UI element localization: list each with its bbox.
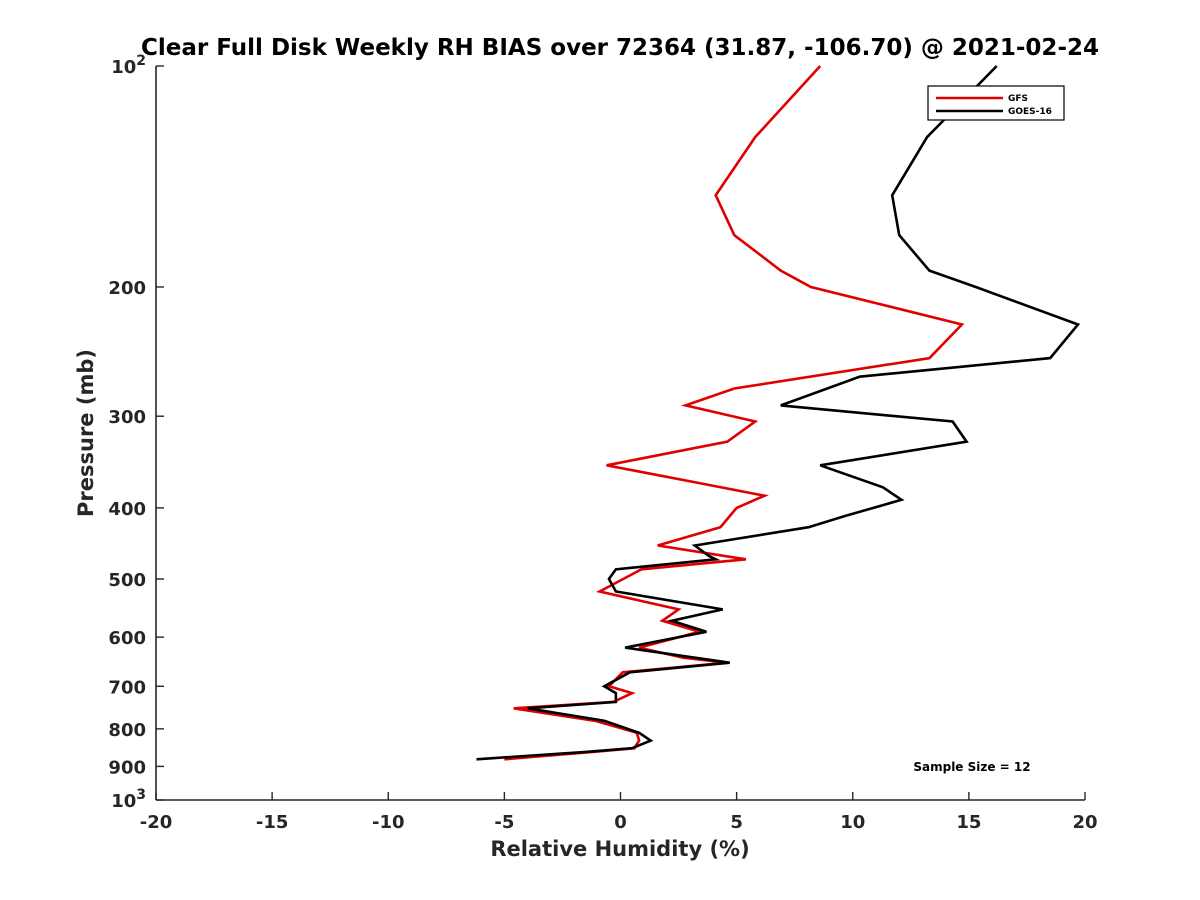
y-tick-label: 500 (108, 570, 146, 591)
series-layer (476, 65, 1081, 761)
legend-box (927, 85, 1065, 121)
sample-size-annotation: Sample Size = 12 (913, 760, 1030, 774)
x-ticks: -20 -15 -10 -5 0 5 10 15 20 (140, 792, 1098, 833)
x-tick-label: 0 (614, 812, 627, 833)
x-tick-label: -20 (140, 812, 173, 833)
x-tick-label: -10 (372, 812, 405, 833)
chart-title: Clear Full Disk Weekly RH BIAS over 7236… (141, 35, 1099, 61)
x-tick-label: 5 (730, 812, 743, 833)
y-axis-label: Pressure (mb) (74, 349, 98, 517)
legend: GFS GOES-16 (927, 85, 1065, 121)
x-tick-label: 15 (956, 812, 981, 833)
x-tick-label: -5 (494, 812, 514, 833)
y-tick-label: 600 (108, 628, 146, 649)
y-tick-label: 103 (111, 787, 146, 812)
x-tick-label: 20 (1072, 812, 1097, 833)
y-tick-label: 900 (108, 757, 146, 778)
y-tick-label: 400 (108, 499, 146, 520)
x-tick-label: -15 (256, 812, 289, 833)
y-tick-label: 102 (111, 53, 146, 78)
y-ticks: 102 200 300 400 500 600 700 800 900 103 (108, 53, 164, 812)
y-tick-label: 700 (108, 677, 146, 698)
legend-label-gfs: GFS (1008, 94, 1028, 104)
x-axis-label: Relative Humidity (%) (490, 837, 749, 861)
y-tick-label: 200 (108, 278, 146, 299)
y-tick-label: 300 (108, 407, 146, 428)
y-tick-label: 800 (108, 720, 146, 741)
series-line-goes-16 (476, 65, 1081, 761)
legend-label-goes16: GOES-16 (1008, 107, 1052, 117)
x-tick-label: 10 (840, 812, 865, 833)
